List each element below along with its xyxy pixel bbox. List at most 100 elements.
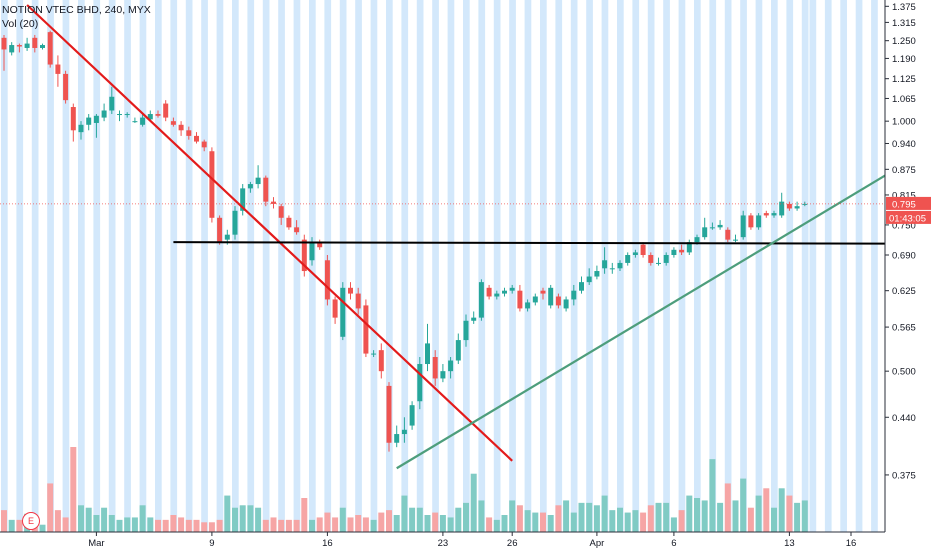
session-band <box>432 0 439 532</box>
session-band <box>786 0 794 532</box>
session-band <box>31 0 39 532</box>
candle-body <box>725 229 731 240</box>
candle-body <box>240 188 246 211</box>
volume-bar <box>447 517 454 532</box>
candle-body <box>78 124 84 133</box>
candle-body <box>332 299 338 318</box>
candle-body <box>286 217 292 228</box>
candle-body <box>694 237 700 243</box>
candle-body <box>748 215 754 228</box>
volume-bar <box>47 483 54 532</box>
candle-body <box>163 103 169 118</box>
candle-body <box>532 296 538 303</box>
session-band <box>678 0 686 532</box>
volume-bar <box>1 510 7 532</box>
volume-bar <box>339 507 346 532</box>
candle-body <box>263 177 269 202</box>
price-tick-label: 1.250 <box>892 36 916 47</box>
price-tick-label: 1.315 <box>892 18 916 29</box>
session-band <box>278 0 285 532</box>
candle-body <box>756 215 762 228</box>
session-band <box>170 0 178 532</box>
volume-bar <box>208 522 215 532</box>
volume-bar <box>301 498 308 532</box>
volume-bar <box>670 517 677 532</box>
volume-indicator-label: Vol (20) <box>2 18 39 30</box>
candle-body <box>16 45 22 47</box>
volume-bar <box>609 510 616 532</box>
candle-body <box>271 201 276 204</box>
price-axis-bg <box>885 0 932 550</box>
candle-body <box>217 217 223 243</box>
candle-body <box>686 242 692 253</box>
volume-bar <box>378 512 385 532</box>
candle-body <box>209 151 215 218</box>
volume-bar <box>147 517 154 532</box>
volume-bar <box>293 519 300 532</box>
candle-body <box>93 115 99 123</box>
session-band <box>771 0 778 532</box>
volume-bar <box>732 500 739 532</box>
volume-bar <box>578 502 585 532</box>
session-band <box>570 0 578 532</box>
volume-bar <box>424 515 431 532</box>
candle-body <box>147 114 153 120</box>
candle-body <box>417 364 423 402</box>
candle-body <box>517 290 523 309</box>
time-tick-label: 9 <box>209 538 214 549</box>
volume-bar <box>801 500 808 532</box>
volume-bar <box>224 495 231 532</box>
price-tick-label: 1.125 <box>892 74 916 85</box>
candle-body <box>1 37 7 50</box>
session-band <box>740 0 747 532</box>
price-tick-label: 1.190 <box>892 54 916 65</box>
candle-body <box>594 271 600 277</box>
volume-bar <box>501 515 508 532</box>
session-band <box>632 0 640 532</box>
volume-bar <box>324 512 331 532</box>
volume-bar <box>439 515 446 532</box>
candle-body <box>301 239 307 272</box>
candle-body <box>763 213 769 216</box>
candle-body <box>109 96 115 111</box>
candle-body <box>340 287 346 337</box>
volume-bar <box>309 519 315 532</box>
candle-body <box>224 234 230 240</box>
session-band <box>16 0 24 532</box>
volume-bar <box>201 522 208 532</box>
session-band <box>232 0 239 532</box>
price-tick-label: 0.815 <box>892 190 916 201</box>
candle-body <box>471 317 477 321</box>
volume-bar <box>763 488 770 532</box>
volume-bar <box>509 500 516 532</box>
earnings-marker[interactable]: E <box>22 512 40 530</box>
candle-body <box>455 340 461 361</box>
session-band <box>871 0 878 532</box>
session-band <box>401 0 409 532</box>
candle-body <box>794 206 800 209</box>
session-band <box>824 0 832 532</box>
candle-body <box>140 117 146 125</box>
volume-bar <box>794 502 801 532</box>
volume-bar <box>786 495 793 532</box>
candle-body <box>432 357 438 379</box>
session-band <box>509 0 516 532</box>
candle-body <box>186 130 192 136</box>
volume-bar <box>362 517 369 532</box>
volume-bar <box>778 488 785 532</box>
candle-body <box>509 287 515 291</box>
candle-body <box>440 371 446 379</box>
volume-bar <box>54 510 61 532</box>
candle-body <box>86 117 92 125</box>
candle-body <box>40 45 45 48</box>
candle-body <box>117 114 122 116</box>
session-band <box>855 0 863 532</box>
candle-body <box>278 206 284 218</box>
volume-bar <box>555 505 562 532</box>
volume-bar <box>178 517 185 532</box>
volume-bar <box>593 505 600 532</box>
session-band <box>524 0 532 532</box>
volume-bar <box>709 459 716 532</box>
candle-body <box>740 215 746 238</box>
